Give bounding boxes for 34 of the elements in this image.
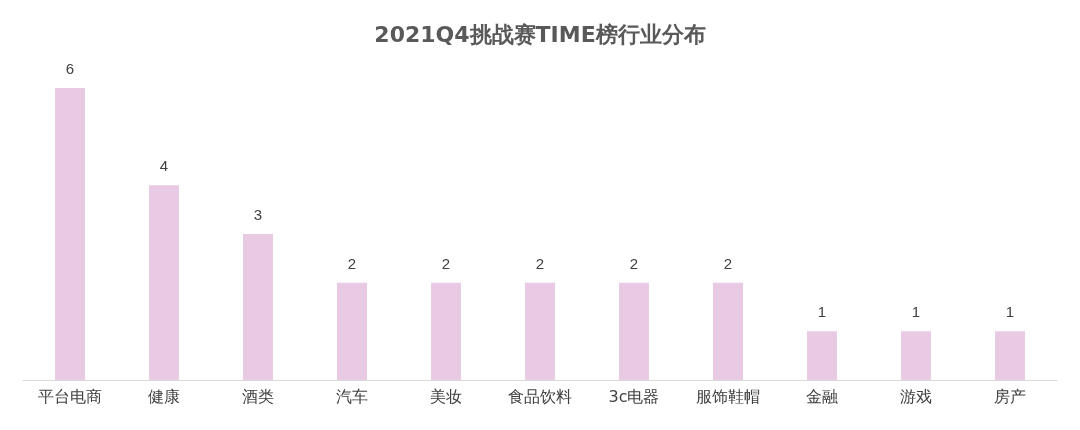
data-label: 4: [159, 157, 169, 175]
data-label: 2: [347, 254, 357, 272]
bar: [337, 282, 367, 380]
x-tick-label: 平台电商: [38, 386, 102, 406]
bar: [525, 282, 555, 380]
bar: [149, 185, 179, 380]
data-label: 2: [723, 254, 733, 272]
bar: [807, 331, 837, 380]
x-tick-label: 美妆: [430, 386, 462, 406]
chart-title: 2021Q4挑战赛TIME榜行业分布: [374, 21, 706, 47]
x-tick-label: 房产: [994, 386, 1026, 406]
data-label: 2: [535, 254, 545, 272]
data-label: 3: [253, 206, 263, 223]
data-label: 2: [441, 254, 451, 272]
x-tick-label: 食品饮料: [508, 386, 572, 406]
data-label: 1: [1005, 303, 1015, 321]
x-tick-label: 服饰鞋帽: [696, 386, 760, 406]
data-label: 1: [817, 303, 827, 321]
bar: [995, 331, 1025, 380]
bar: [713, 282, 743, 380]
data-label: 6: [65, 60, 75, 77]
bar: [55, 88, 85, 380]
bar: [619, 282, 649, 380]
data-label: 2: [629, 254, 639, 272]
x-tick-label: 金融: [806, 386, 838, 406]
bar: [901, 331, 931, 380]
data-label: 1: [911, 303, 921, 321]
x-tick-label: 酒类: [242, 386, 274, 406]
bar: [431, 282, 461, 380]
bar: [243, 234, 273, 380]
x-tick-label: 健康: [148, 386, 180, 406]
x-tick-label: 3c电器: [608, 386, 660, 406]
x-tick-label: 游戏: [900, 386, 932, 406]
x-tick-label: 汽车: [336, 386, 368, 406]
